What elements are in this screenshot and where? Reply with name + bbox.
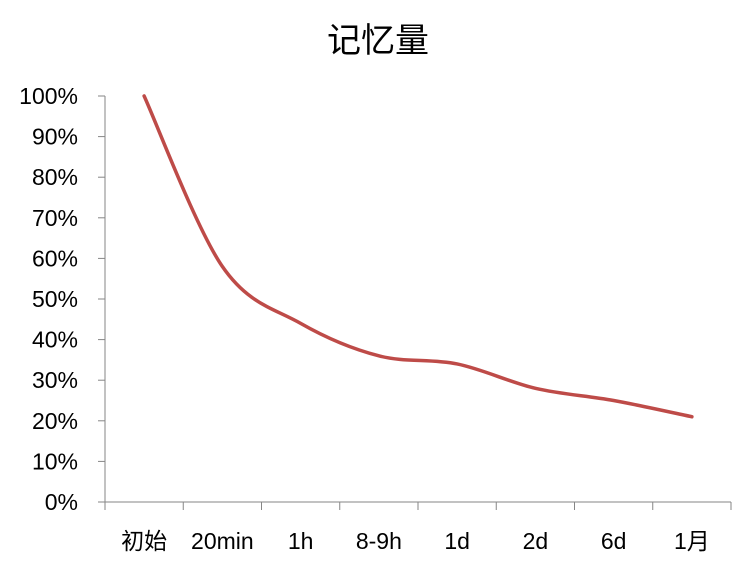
y-tick-label: 100% xyxy=(19,83,78,109)
y-axis-ticks: 0% 10% 20% 30% 40% 50% 60% 70% 80% 90% 100% xyxy=(19,83,105,515)
x-tick-label: 6d xyxy=(601,528,627,554)
x-axis-ticks: 初始 20min 1h 8-9h 1d 2d 6d 1月 xyxy=(104,502,732,554)
chart-title: 记忆量 xyxy=(327,21,429,61)
x-tick-label: 2d xyxy=(523,528,549,554)
x-tick-label: 1h xyxy=(288,528,314,554)
y-tick-label: 90% xyxy=(32,124,78,150)
y-tick-label: 80% xyxy=(32,164,78,190)
x-tick-label: 1月 xyxy=(674,528,710,554)
y-tick-label: 30% xyxy=(32,367,78,393)
y-tick-label: 70% xyxy=(32,205,78,231)
axes xyxy=(104,96,731,503)
series-layer xyxy=(142,94,694,419)
y-tick-label: 60% xyxy=(32,245,78,271)
x-tick-label: 1d xyxy=(444,528,470,554)
y-tick-label: 50% xyxy=(32,286,78,312)
x-tick-label: 初始 xyxy=(121,528,167,554)
x-tick-label: 8-9h xyxy=(356,528,402,554)
y-tick-label: 40% xyxy=(32,327,78,353)
y-tick-label: 20% xyxy=(32,408,78,434)
x-tick-label: 20min xyxy=(191,528,254,554)
y-tick-label: 10% xyxy=(32,448,78,474)
y-tick-label: 0% xyxy=(45,489,78,515)
series-line xyxy=(142,94,694,419)
